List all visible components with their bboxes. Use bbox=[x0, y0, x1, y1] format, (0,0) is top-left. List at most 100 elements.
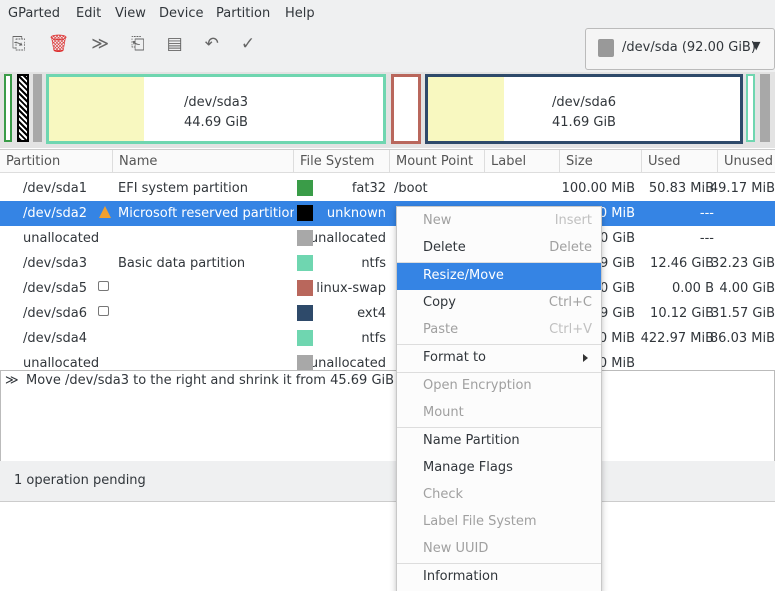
table-row[interactable]: unallocated unallocated 0 GiB --- bbox=[0, 226, 775, 251]
fs-color bbox=[297, 280, 313, 296]
menu-entry: Mount bbox=[397, 400, 601, 427]
cell-partition: /dev/sda6 bbox=[23, 306, 87, 321]
menu-entry: Paste Ctrl+V bbox=[397, 317, 601, 344]
menu-item[interactable]: View bbox=[115, 6, 146, 21]
cell-used: --- bbox=[699, 231, 714, 246]
column-header[interactable]: Size bbox=[560, 150, 642, 173]
column-header[interactable]: Partition bbox=[0, 150, 113, 173]
menu-separator bbox=[397, 427, 601, 428]
copy-icon[interactable]: ⎗ bbox=[131, 34, 167, 54]
cell-unused: 32.23 GiB bbox=[711, 256, 775, 271]
partition-block bbox=[17, 74, 29, 142]
cell-fs: ext4 bbox=[357, 306, 386, 321]
menu-label: Manage Flags bbox=[423, 460, 513, 475]
table-row[interactable]: /dev/sda5 linux-swap 4.00 GiB 0.00 B 4.00 Gi… bbox=[0, 276, 775, 301]
cell-fs: unallocated bbox=[309, 231, 386, 246]
cell-unused: 86.03 MiB bbox=[709, 331, 775, 346]
menu-entry[interactable]: Resize/Move bbox=[397, 263, 601, 290]
menu-entry[interactable]: Name Partition bbox=[397, 428, 601, 455]
menu-item[interactable]: GParted bbox=[8, 6, 60, 21]
menu-label: Copy bbox=[423, 295, 456, 310]
column-header[interactable]: Mount Point bbox=[390, 150, 485, 173]
delete-icon[interactable]: 🗑 bbox=[47, 34, 92, 54]
menu-entry[interactable]: Copy Ctrl+C bbox=[397, 290, 601, 317]
cell-fs: linux-swap bbox=[316, 281, 386, 296]
cell-size: 0 GiB bbox=[599, 231, 635, 246]
device-combo[interactable]: /dev/sda (92.00 GiB) ▼ bbox=[585, 28, 775, 70]
column-header[interactable]: File System bbox=[294, 150, 390, 173]
menu-label: Label File System bbox=[423, 514, 537, 529]
menu-entry[interactable]: Manage Flags bbox=[397, 455, 601, 482]
menu-label: Name Partition bbox=[423, 433, 520, 448]
cell-unused: 31.57 GiB bbox=[711, 306, 775, 321]
cell-name: Microsoft reserved partition bbox=[118, 206, 294, 221]
menu-entry[interactable]: Delete Delete bbox=[397, 235, 601, 262]
disk-graph: /dev/sda3 44.69 GiB /dev/sda6 41.69 GiB bbox=[0, 72, 775, 148]
menu-label: New bbox=[423, 213, 452, 228]
cell-fs: unknown bbox=[326, 206, 386, 221]
cell-used: --- bbox=[699, 206, 714, 221]
menu-label: Information bbox=[423, 569, 499, 584]
undo-icon[interactable]: ↶ bbox=[204, 34, 241, 54]
cell-used: 422.97 MiB bbox=[640, 331, 714, 346]
cell-partition: /dev/sda4 bbox=[23, 331, 87, 346]
operation-text: Move /dev/sda3 to the right and shrink i… bbox=[26, 373, 480, 388]
table-row[interactable]: /dev/sda2 Microsoft reserved partition unk… bbox=[0, 201, 775, 226]
cell-size: 0 MiB bbox=[598, 356, 635, 371]
column-header[interactable]: Label bbox=[485, 150, 560, 173]
partition-size: 44.69 GiB bbox=[184, 115, 248, 130]
table-row[interactable]: unallocated unallocated 0 MiB bbox=[0, 351, 775, 371]
partition-size: 41.69 GiB bbox=[552, 115, 616, 130]
column-header[interactable]: Name bbox=[113, 150, 294, 173]
cell-partition: /dev/sda5 bbox=[23, 281, 87, 296]
paste-icon[interactable]: ▤ bbox=[166, 34, 205, 54]
cell-partition: /dev/sda3 bbox=[23, 256, 87, 271]
fs-color bbox=[297, 355, 313, 371]
menu-entry[interactable]: Information bbox=[397, 564, 601, 591]
partition-name: /dev/sda6 bbox=[552, 95, 616, 110]
resize-icon[interactable]: ≫ bbox=[91, 34, 131, 54]
menu-item[interactable]: Edit bbox=[76, 6, 102, 21]
lock-icon bbox=[98, 306, 109, 316]
menu-item[interactable]: Device bbox=[159, 6, 204, 21]
column-header[interactable]: Used bbox=[642, 150, 718, 173]
context-menu: New Insert Delete Delete Resize/Move Copy Ctrl… bbox=[396, 206, 602, 591]
menu-separator bbox=[397, 262, 601, 263]
new-icon[interactable]: ⎘ bbox=[12, 34, 48, 54]
menu-label: New UUID bbox=[423, 541, 489, 556]
partition-block bbox=[4, 74, 12, 142]
warning-icon bbox=[99, 206, 111, 218]
menu-shortcut: Ctrl+C bbox=[548, 295, 592, 310]
fs-color bbox=[297, 255, 313, 271]
column-header[interactable]: Unused bbox=[718, 150, 775, 173]
cell-partition: unallocated bbox=[23, 356, 100, 371]
status-bar: 1 operation pending bbox=[0, 461, 775, 502]
table-row[interactable]: /dev/sda6 ext4 41.69 GiB 10.12 GiB 31.57 GiB bbox=[0, 301, 775, 326]
toolbar-icons: ⎘🗑≫⎗▤↶✓ bbox=[12, 34, 277, 54]
dropdown-arrow: ▼ bbox=[752, 39, 761, 52]
menu-separator bbox=[397, 563, 601, 564]
menu-label: Paste bbox=[423, 322, 459, 337]
menu-entry[interactable]: Format to bbox=[397, 345, 601, 372]
table-row[interactable]: /dev/sda1 EFI system partition fat32/boot 1… bbox=[0, 176, 775, 201]
fs-color bbox=[297, 230, 313, 246]
menu-separator bbox=[397, 372, 601, 373]
partition-name: /dev/sda3 bbox=[184, 95, 248, 110]
menu-label: Format to bbox=[423, 350, 486, 365]
table-row[interactable]: /dev/sda3 Basic data partition ntfs 44.69 G… bbox=[0, 251, 775, 276]
cell-mount: /boot bbox=[394, 181, 428, 196]
partition-block bbox=[746, 74, 755, 142]
menu-item[interactable]: Help bbox=[285, 6, 315, 21]
disk-icon bbox=[598, 39, 614, 57]
apply-icon[interactable]: ✓ bbox=[240, 34, 278, 54]
partition-block bbox=[33, 74, 42, 142]
cell-name: Basic data partition bbox=[118, 256, 246, 271]
menu-item[interactable]: Partition bbox=[216, 6, 271, 21]
cell-used: 10.12 GiB bbox=[650, 306, 714, 321]
device-label: /dev/sda (92.00 GiB) bbox=[622, 40, 756, 55]
menu-label: Resize/Move bbox=[423, 268, 504, 283]
menu-entry: New UUID bbox=[397, 536, 601, 563]
cell-fs: ntfs bbox=[361, 256, 386, 271]
